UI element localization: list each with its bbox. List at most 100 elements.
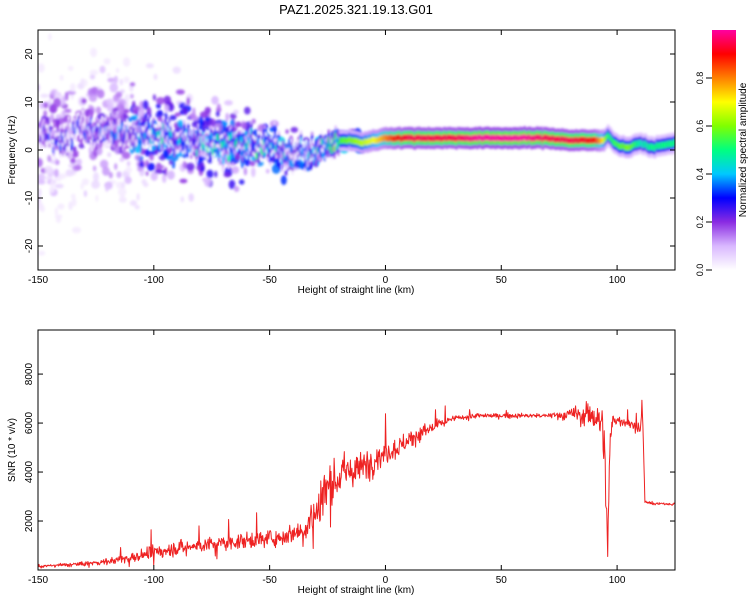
spectrogram-ridge-cell <box>181 140 184 148</box>
spectrogram-ridge-cell <box>191 137 194 145</box>
spectrogram-ridge-cell <box>201 143 204 151</box>
spectrogram-ridge-cell <box>411 134 414 141</box>
spectrogram-ridge-cell <box>85 124 88 132</box>
spectrogram-ridge-cell <box>434 134 437 142</box>
spectrogram-ridge-cell <box>337 142 340 149</box>
spectrogram-blob <box>114 163 118 170</box>
spectrogram-blob <box>119 78 124 86</box>
spectrogram-blob <box>39 102 45 110</box>
spectrogram-ridge-cell <box>618 142 621 150</box>
spectrogram-ridge-cell <box>518 135 521 143</box>
spectrogram-ridge-cell <box>658 142 661 150</box>
spectrogram-xlabel: Height of straight line (km) <box>298 285 415 296</box>
spectrogram-ridge-cell <box>641 141 644 148</box>
spectrogram-ridge-cell <box>263 132 266 139</box>
spectrogram-blob <box>38 203 44 212</box>
spectrogram-ridge-cell <box>563 136 567 144</box>
spectrogram-ridge-cell <box>527 133 530 141</box>
spectrogram-ridge-cell <box>388 135 391 142</box>
spectrogram-ridge-cell <box>590 136 593 144</box>
spectrogram-blob <box>81 98 87 104</box>
spectrogram-blob <box>61 96 66 107</box>
spectrogram-blob <box>169 115 177 121</box>
spectrogram-blob <box>143 182 149 188</box>
spectrogram-blob <box>150 171 158 181</box>
spectrogram-blob <box>89 69 99 76</box>
spectrogram-ridge-cell <box>344 137 347 144</box>
spectrogram-ridge-cell <box>536 133 539 141</box>
spectrogram-blob <box>198 116 204 124</box>
spectrogram-ridge-cell <box>287 154 290 162</box>
spectrogram-ridge-cell <box>479 133 482 141</box>
colorbar-tick-label: 0.6 <box>695 120 705 133</box>
spectrogram-blob <box>204 177 212 187</box>
spectrogram-ridge-cell <box>448 134 451 141</box>
spectrogram-ridge-cell <box>279 148 282 156</box>
spectrogram-ridge-cell <box>349 137 353 145</box>
spectrogram-ridge-cell <box>594 136 597 144</box>
spectrogram-blob <box>171 159 176 169</box>
spectrogram-ridge-cell <box>231 152 234 159</box>
spectrogram-blob <box>133 109 138 115</box>
spectrogram-ridge-cell <box>555 136 558 143</box>
spectrogram-ridge-cell <box>248 136 251 144</box>
spectrogram-ridge-cell <box>600 137 603 145</box>
spectrogram-ridge-cell <box>561 135 564 143</box>
colorbar-tick-label: 0.8 <box>695 72 705 85</box>
spectrogram-ridge-cell <box>374 137 378 144</box>
spectrogram-ridge-cell <box>105 133 108 141</box>
spectrogram-blob <box>177 120 184 128</box>
spectrogram-blob <box>105 98 114 106</box>
spectrogram-ridge-cell <box>165 132 168 139</box>
spectrogram-ridge-cell <box>234 141 237 149</box>
spectrogram-ridge-cell <box>664 141 667 149</box>
spectrogram-ridge-cell <box>386 135 389 142</box>
spectrogram-ridge-cell <box>566 136 569 144</box>
spectrogram-blob <box>89 74 96 80</box>
spectrogram-ridge-cell <box>170 131 173 138</box>
spectrogram-ridge-cell <box>473 134 476 142</box>
spectrogram-blob <box>156 103 161 109</box>
spectrogram-ridge-cell <box>668 140 671 148</box>
spectrogram-ridge-cell <box>573 137 576 144</box>
spectrogram-ridge-cell <box>286 154 289 162</box>
spectrogram-ridge-cell <box>494 135 497 142</box>
spectrogram-blob <box>192 107 196 117</box>
spectrogram-ridge-cell <box>440 135 443 142</box>
spectrogram-blob <box>156 97 165 105</box>
spectrogram-blob <box>251 167 256 178</box>
spectrogram-ridge-cell <box>266 147 269 154</box>
snr-ylabel: SNR (10 * v/v) <box>7 418 18 482</box>
spectrogram-ridge-cell <box>302 148 305 155</box>
spectrogram-ridge-cell <box>59 143 62 151</box>
spectrogram-ridge-cell <box>626 144 629 151</box>
spectrogram-ridge-cell <box>255 152 258 160</box>
spectrogram-ridge-cell <box>671 140 674 148</box>
spectrogram-blob <box>153 73 158 80</box>
spectrogram-blob <box>122 112 127 119</box>
spectrogram-ridge-cell <box>408 133 411 141</box>
spectrogram-ridge-cell <box>188 135 191 143</box>
spectrogram-ridge-cell <box>198 142 201 150</box>
spectrogram-blob <box>215 110 220 117</box>
spectrogram-ridge-cell <box>309 148 312 155</box>
spectrogram-ridge-cell <box>591 137 594 144</box>
spectrogram-ridge-cell <box>450 134 453 142</box>
spectrogram-blob <box>97 143 104 148</box>
spectrogram-ridge-cell <box>488 134 492 142</box>
spectrogram-blob <box>90 47 98 58</box>
spectrogram-ridge-cell <box>419 135 422 142</box>
spectrogram-ridge-cell <box>611 137 614 144</box>
spectrogram-ridge-cell <box>369 138 372 145</box>
spectrogram-ridge-cell <box>204 144 207 152</box>
spectrogram-ridge-cell <box>384 134 387 141</box>
spectrogram-ridge-cell <box>520 134 524 142</box>
x-tick-label: 50 <box>496 575 508 586</box>
spectrogram-ridge-cell <box>415 134 418 141</box>
spectrogram-ridge-cell <box>247 141 250 148</box>
spectrogram-ridge-cell <box>269 151 272 159</box>
spectrogram-ridge-cell <box>391 135 394 143</box>
spectrogram-blob <box>284 169 288 176</box>
spectrogram-ridge-cell <box>112 134 115 141</box>
